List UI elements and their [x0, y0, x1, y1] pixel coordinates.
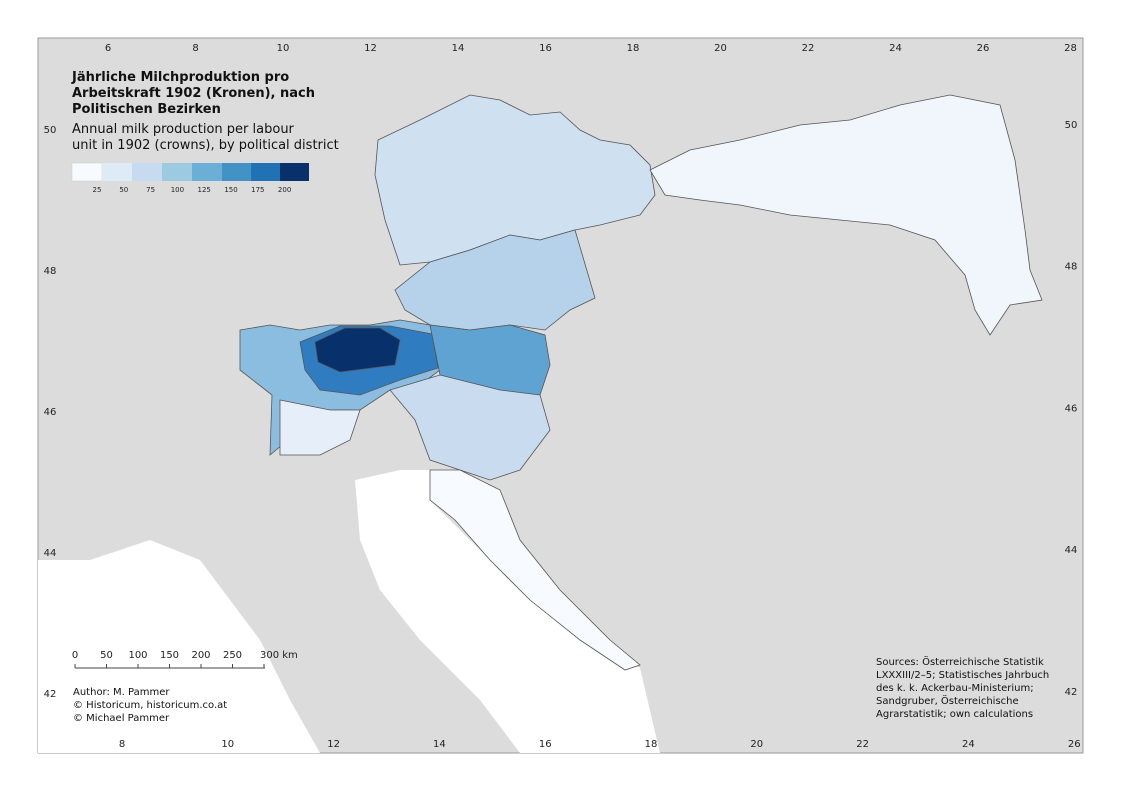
graticule-label: 20	[714, 43, 727, 54]
graticule-label: 20	[750, 739, 763, 750]
graticule-label: 14	[452, 43, 465, 54]
graticule-label: 14	[433, 739, 446, 750]
legend	[71, 162, 309, 182]
graticule-label: 42	[1065, 687, 1078, 698]
text-line: Author: M. Pammer	[73, 687, 170, 698]
scale-label: 50	[100, 650, 113, 661]
legend-swatch	[71, 162, 103, 182]
legend-swatch	[192, 163, 222, 181]
text-line: © Michael Pammer	[73, 713, 170, 724]
legend-swatch	[222, 163, 251, 181]
region	[394, 229, 596, 331]
scale-label: 300 km	[260, 650, 298, 661]
graticule-label: 46	[1065, 403, 1078, 414]
legend-swatch	[162, 163, 192, 181]
scale-label: 0	[72, 650, 78, 661]
legend-label: 125	[198, 186, 211, 194]
graticule-label: 10	[221, 739, 234, 750]
legend-label: 75	[146, 186, 155, 194]
graticule-label: 50	[1065, 120, 1078, 131]
scale-label: 100	[128, 650, 147, 661]
text-line: Annual milk production per labour	[72, 122, 294, 137]
graticule-label: 8	[119, 739, 125, 750]
graticule-label: 26	[977, 43, 990, 54]
text-line: Sandgruber, Österreichische	[876, 696, 1019, 707]
scale-label: 200	[191, 650, 210, 661]
graticule-label: 12	[364, 43, 377, 54]
region	[314, 327, 401, 373]
districts	[239, 94, 1043, 671]
text-line: Agrarstatistik; own calculations	[876, 709, 1034, 720]
graticule-label: 50	[44, 125, 57, 136]
text-line: unit in 1902 (crowns), by political dist…	[72, 138, 339, 153]
graticule-label: 16	[539, 739, 552, 750]
graticule-label: 22	[802, 43, 815, 54]
legend-swatch	[280, 163, 309, 181]
text-line: LXXXIII/2–5; Statistisches Jahrbuch	[876, 670, 1050, 681]
legend-swatch	[102, 163, 132, 181]
graticule-label: 46	[44, 407, 57, 418]
region	[649, 94, 1043, 336]
region	[374, 94, 656, 266]
graticule-label: 44	[44, 548, 57, 559]
title: Jährliche Milchproduktion pro Arbeitskraf…	[72, 70, 315, 118]
region	[279, 399, 361, 456]
graticule-label: 24	[889, 43, 902, 54]
graticule-label: 10	[277, 43, 290, 54]
subtitle: Annual milk production per labour unit in…	[72, 122, 339, 154]
graticule-label: 12	[327, 739, 340, 750]
graticule-label: 26	[1068, 739, 1081, 750]
graticule-label: 48	[1065, 262, 1078, 273]
author: Author: M. Pammer © Historicum, historicu…	[73, 686, 227, 725]
scale-label: 250	[223, 650, 242, 661]
graticule-label: 42	[44, 689, 57, 700]
sea	[355, 470, 660, 753]
legend-label: 50	[119, 186, 128, 194]
text-line: © Historicum, historicum.co.at	[73, 700, 228, 711]
legend-label: 150	[224, 186, 237, 194]
legend-swatch	[132, 163, 162, 181]
region	[429, 469, 641, 671]
text-line: Politischen Bezirken	[72, 102, 221, 117]
text-line: Sources: Österreichische Statistik	[876, 657, 1044, 668]
graticule-label: 18	[645, 739, 658, 750]
legend-label: 175	[251, 186, 264, 194]
graticule-label: 22	[856, 739, 869, 750]
legend-swatch	[251, 163, 280, 181]
sea	[38, 540, 320, 753]
graticule-label: 18	[627, 43, 640, 54]
graticule-label: 16	[539, 43, 552, 54]
graticule-label: 24	[962, 739, 975, 750]
graticule-label: 8	[192, 43, 198, 54]
graticule-label: 6	[105, 43, 111, 54]
text-line: des k. k. Ackerbau-Ministerium;	[876, 683, 1034, 694]
graticule-label: 48	[44, 266, 57, 277]
graticule-label: 28	[1064, 43, 1077, 54]
legend-label: 100	[171, 186, 184, 194]
text-line: Jährliche Milchproduktion pro	[72, 70, 290, 85]
graticule-label: 44	[1065, 545, 1078, 556]
scale-label: 150	[160, 650, 179, 661]
legend-label: 25	[93, 186, 102, 194]
sources: Sources: Österreichische Statistik LXXXII…	[876, 656, 1049, 721]
legend-label: 200	[278, 186, 291, 194]
region	[389, 374, 551, 481]
text-line: Arbeitskraft 1902 (Kronen), nach	[72, 86, 316, 101]
